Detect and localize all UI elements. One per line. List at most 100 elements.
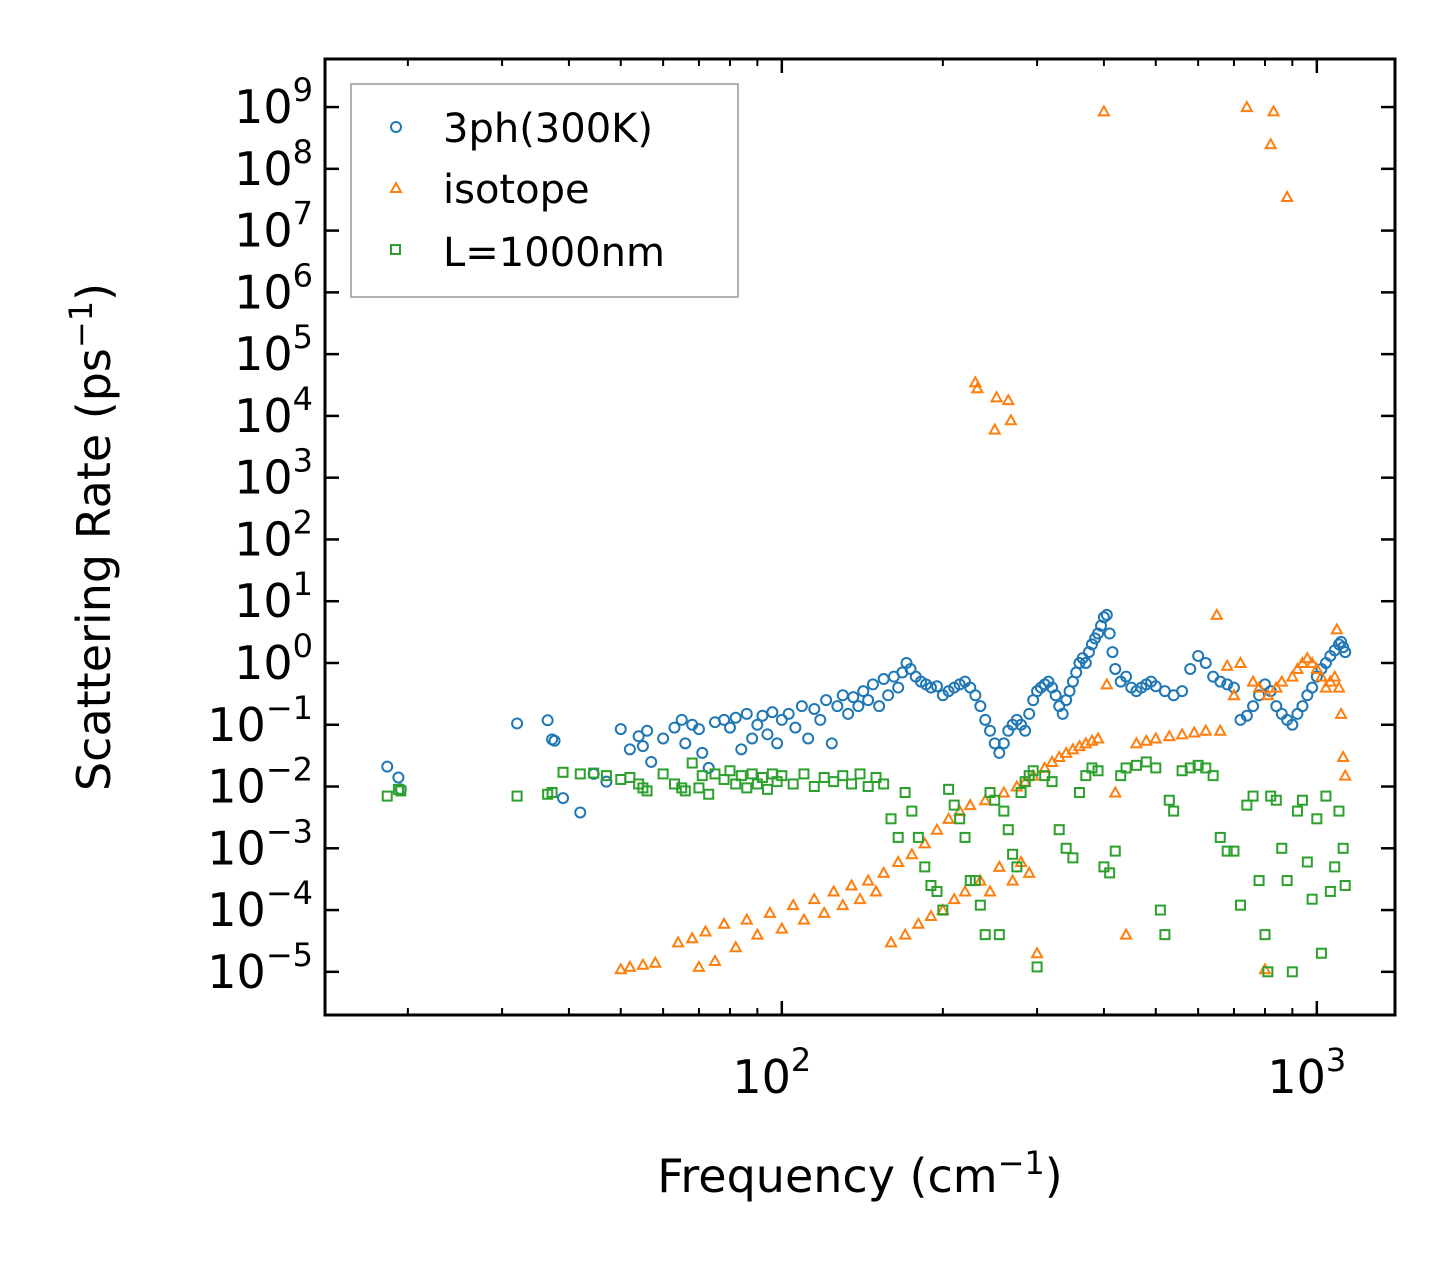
data-point: [702, 761, 715, 774]
data-point: [1240, 709, 1253, 722]
data-point: [820, 694, 833, 707]
data-point: [675, 713, 688, 726]
data-point: [729, 711, 742, 724]
data-point: [1031, 961, 1043, 973]
data-point: [679, 737, 692, 750]
data-point: [1005, 873, 1020, 886]
data-point: [1314, 669, 1329, 682]
data-point: [775, 921, 789, 934]
data-point: [1247, 700, 1260, 713]
data-point: [870, 771, 882, 783]
data-point: [1106, 646, 1119, 659]
data-point: [1334, 706, 1348, 719]
data-point: [645, 755, 658, 768]
data-point: [1290, 661, 1305, 674]
data-point: [1270, 700, 1283, 713]
data-point: [978, 793, 992, 806]
data-point: [1339, 646, 1352, 659]
data-point: [1046, 776, 1058, 788]
data-point: [588, 767, 600, 779]
data-point: [1252, 680, 1266, 693]
data-point: [884, 935, 898, 948]
data-point: [853, 892, 867, 905]
y-tick-label: 106: [234, 256, 313, 319]
data-point: [905, 847, 919, 860]
data-point: [1091, 731, 1105, 744]
data-point: [925, 879, 937, 891]
data-point: [844, 878, 859, 891]
data-point: [808, 781, 820, 793]
data-point: [1162, 729, 1177, 742]
data-point: [1264, 137, 1278, 150]
data-point: [1192, 649, 1205, 662]
y-tick-label: 108: [234, 133, 313, 196]
data-point: [709, 768, 721, 780]
data-point: [862, 781, 874, 793]
data-point: [924, 681, 937, 694]
data-point: [730, 778, 742, 790]
data-point: [381, 760, 394, 773]
data-point: [992, 859, 1007, 872]
data-point: [1001, 393, 1015, 406]
data-point: [392, 783, 404, 795]
data-point: [600, 770, 612, 782]
data-point: [541, 714, 554, 727]
data-point: [1210, 607, 1224, 620]
data-point: [1103, 627, 1116, 640]
data-point: [1150, 762, 1162, 774]
data-point: [685, 931, 699, 944]
data-point: [1285, 669, 1300, 682]
data-point: [1234, 899, 1246, 911]
data-point: [924, 908, 938, 922]
data-point: [766, 706, 779, 719]
data-point: [574, 806, 587, 819]
data-point: [741, 782, 753, 794]
legend-marker-square: [390, 244, 401, 255]
series-1: [614, 100, 1352, 975]
y-tick-label: 10−3: [207, 812, 313, 875]
data-point: [511, 790, 523, 802]
data-point: [959, 831, 971, 843]
data-point: [1007, 848, 1019, 860]
data-point: [708, 953, 722, 966]
data-point: [1086, 638, 1099, 651]
data-point: [836, 898, 850, 911]
data-point: [1154, 904, 1166, 916]
data-point: [1296, 794, 1308, 806]
data-point: [1100, 677, 1114, 690]
data-point: [1227, 688, 1241, 701]
data-point: [1073, 787, 1085, 799]
data-point: [1286, 718, 1299, 731]
data-point: [511, 717, 524, 730]
data-point: [614, 723, 627, 736]
data-point: [873, 700, 886, 713]
data-point: [807, 892, 821, 905]
y-tick-label: 10−4: [207, 874, 313, 937]
data-point: [1336, 749, 1350, 763]
data-point: [392, 771, 405, 784]
data-point: [1039, 770, 1051, 782]
data-point: [1306, 893, 1318, 905]
data-point: [1097, 611, 1110, 624]
data-point: [852, 700, 865, 713]
data-point: [1019, 724, 1032, 737]
data-point: [641, 785, 653, 797]
data-point: [698, 924, 713, 937]
data-point: [1339, 879, 1351, 891]
data-point: [930, 680, 943, 693]
data-point: [624, 771, 636, 783]
data-point: [869, 884, 883, 897]
data-point: [1004, 413, 1018, 426]
data-point: [771, 737, 784, 750]
data-point: [679, 785, 691, 797]
data-point: [1199, 723, 1213, 736]
data-point: [1276, 842, 1288, 854]
data-point: [1031, 685, 1044, 698]
y-tick-label: 10−1: [207, 689, 313, 752]
data-point: [1192, 759, 1204, 771]
data-point: [899, 787, 911, 799]
data-point: [1086, 762, 1098, 774]
data-point: [657, 732, 670, 745]
data-point: [1149, 731, 1163, 744]
